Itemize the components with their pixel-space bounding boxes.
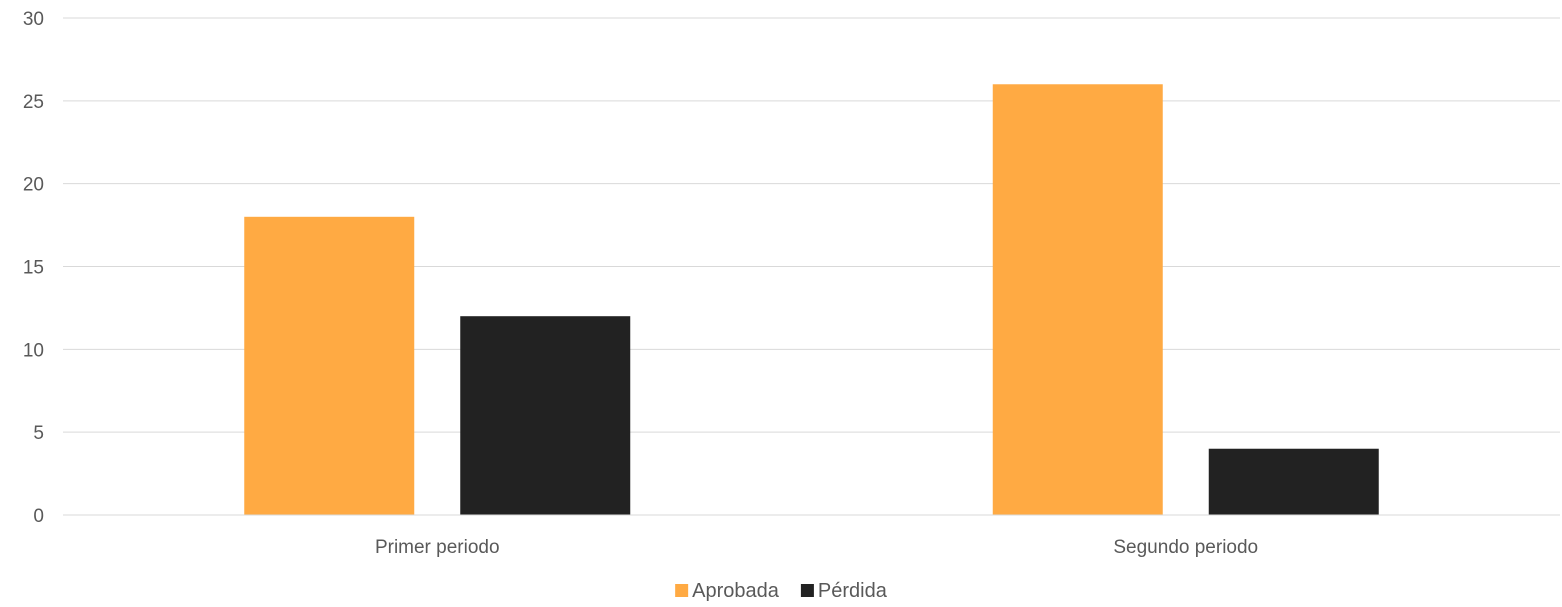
x-category-label: Primer periodo [375, 537, 500, 558]
y-tick-label: 20 [23, 175, 44, 196]
bars [244, 84, 1379, 516]
bar-p-rdida-1 [460, 316, 631, 515]
legend: Aprobada Pérdida [675, 580, 888, 602]
y-tick-label: 15 [23, 258, 44, 279]
bar-aprobada-2 [992, 84, 1163, 516]
y-axis-ticks: 0 5 10 15 20 25 30 [23, 9, 44, 527]
bar-p-rdida-2 [1208, 448, 1379, 515]
x-category-label: Segundo periodo [1113, 537, 1258, 558]
y-tick-label: 0 [33, 506, 44, 527]
y-tick-label: 30 [23, 9, 44, 30]
legend-label: Aprobada [692, 580, 780, 602]
y-tick-label: 25 [23, 92, 44, 113]
x-axis-categories: Primer periodo Segundo periodo [375, 537, 1258, 558]
y-tick-label: 10 [23, 340, 44, 361]
legend-swatch-p-rdida [800, 584, 814, 597]
legend-swatch-aprobada [675, 584, 689, 597]
legend-label: Pérdida [818, 580, 888, 602]
bar-aprobada-1 [244, 216, 415, 516]
y-tick-label: 5 [33, 423, 44, 444]
